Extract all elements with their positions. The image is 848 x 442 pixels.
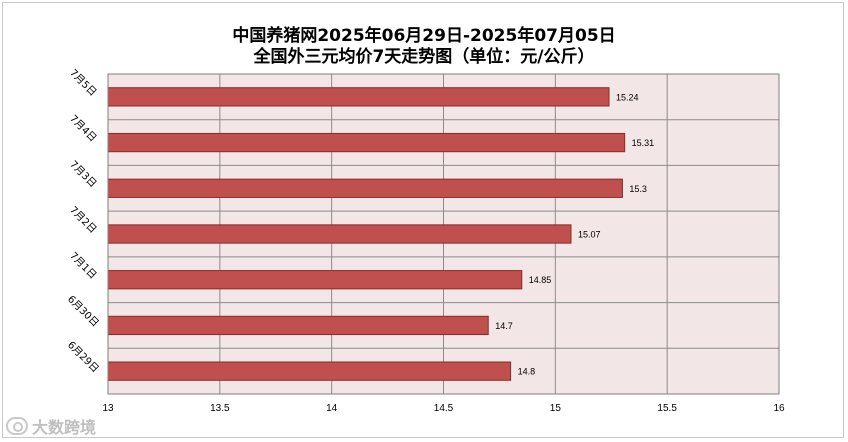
- bar: [107, 315, 489, 336]
- x-tick-label: 15.5: [657, 403, 677, 414]
- data-label: 14.8: [518, 367, 536, 377]
- x-tick-label: 14: [326, 403, 338, 414]
- chart-title-line1: 中国养猪网2025年06月29日-2025年07月05日: [232, 26, 616, 46]
- bar: [107, 87, 610, 107]
- x-tick-label: 13: [102, 403, 114, 414]
- data-label: 15.07: [578, 230, 601, 240]
- bar: [107, 132, 626, 153]
- y-tick-label: 7月1日: [67, 250, 99, 282]
- plot-border: [107, 73, 780, 395]
- data-label: 14.85: [529, 275, 552, 285]
- y-tick-label: 7月5日: [67, 67, 99, 99]
- bar: [107, 270, 523, 290]
- data-label: 14.7: [495, 321, 513, 331]
- x-tick-label: 13.5: [210, 403, 230, 414]
- data-label: 15.31: [632, 138, 655, 148]
- chart-title-line2: 全国外三元均价7天走势图（单位：元/公斤）: [253, 47, 595, 67]
- bar: [107, 178, 623, 198]
- y-tick-label: 7月4日: [67, 113, 99, 145]
- watermark: 大数跨境: [6, 414, 96, 438]
- x-tick-label: 14.5: [434, 403, 454, 414]
- bar: [107, 361, 512, 381]
- data-label: 15.24: [616, 92, 639, 102]
- y-tick-label: 6月29日: [65, 339, 101, 375]
- watermark-logo-icon: [6, 417, 28, 435]
- bar: [107, 224, 572, 244]
- y-tick-label: 7月2日: [67, 204, 99, 236]
- x-tick-label: 15: [550, 403, 562, 414]
- y-tick-label: 7月3日: [67, 158, 99, 190]
- x-tick-label: 16: [773, 403, 785, 414]
- watermark-text: 大数跨境: [32, 418, 97, 437]
- y-tick-label: 6月30日: [65, 293, 101, 329]
- data-label: 15.3: [629, 184, 647, 194]
